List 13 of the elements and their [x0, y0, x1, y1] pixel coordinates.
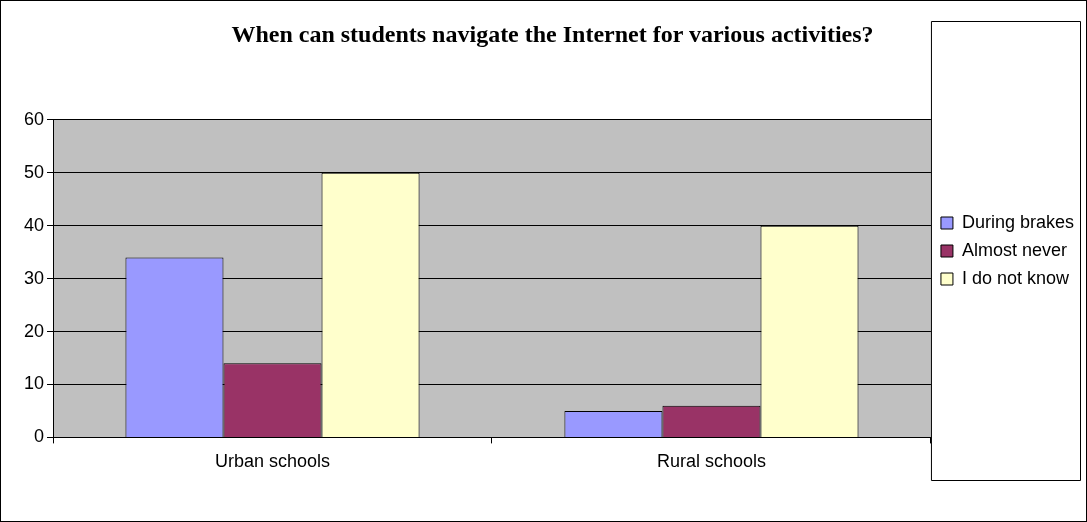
y-tick-label: 10 [23, 373, 45, 394]
y-tick-label: 40 [23, 214, 45, 235]
chart-title: When can students navigate the Internet for various activities? [231, 20, 874, 47]
y-tick-label: 0 [34, 426, 45, 447]
legend-label: During brakes [961, 211, 1075, 232]
y-tick-label: 50 [23, 161, 45, 182]
y-tick-label: 30 [23, 267, 45, 288]
x-tick-label: Urban schools [214, 451, 331, 472]
y-tick-label: 20 [23, 320, 45, 341]
legend-label: Almost never [961, 239, 1067, 260]
legend-label: I do not know [961, 267, 1071, 288]
x-tick-label: Rural schools [656, 451, 766, 472]
y-tick-label: 60 [23, 108, 45, 129]
